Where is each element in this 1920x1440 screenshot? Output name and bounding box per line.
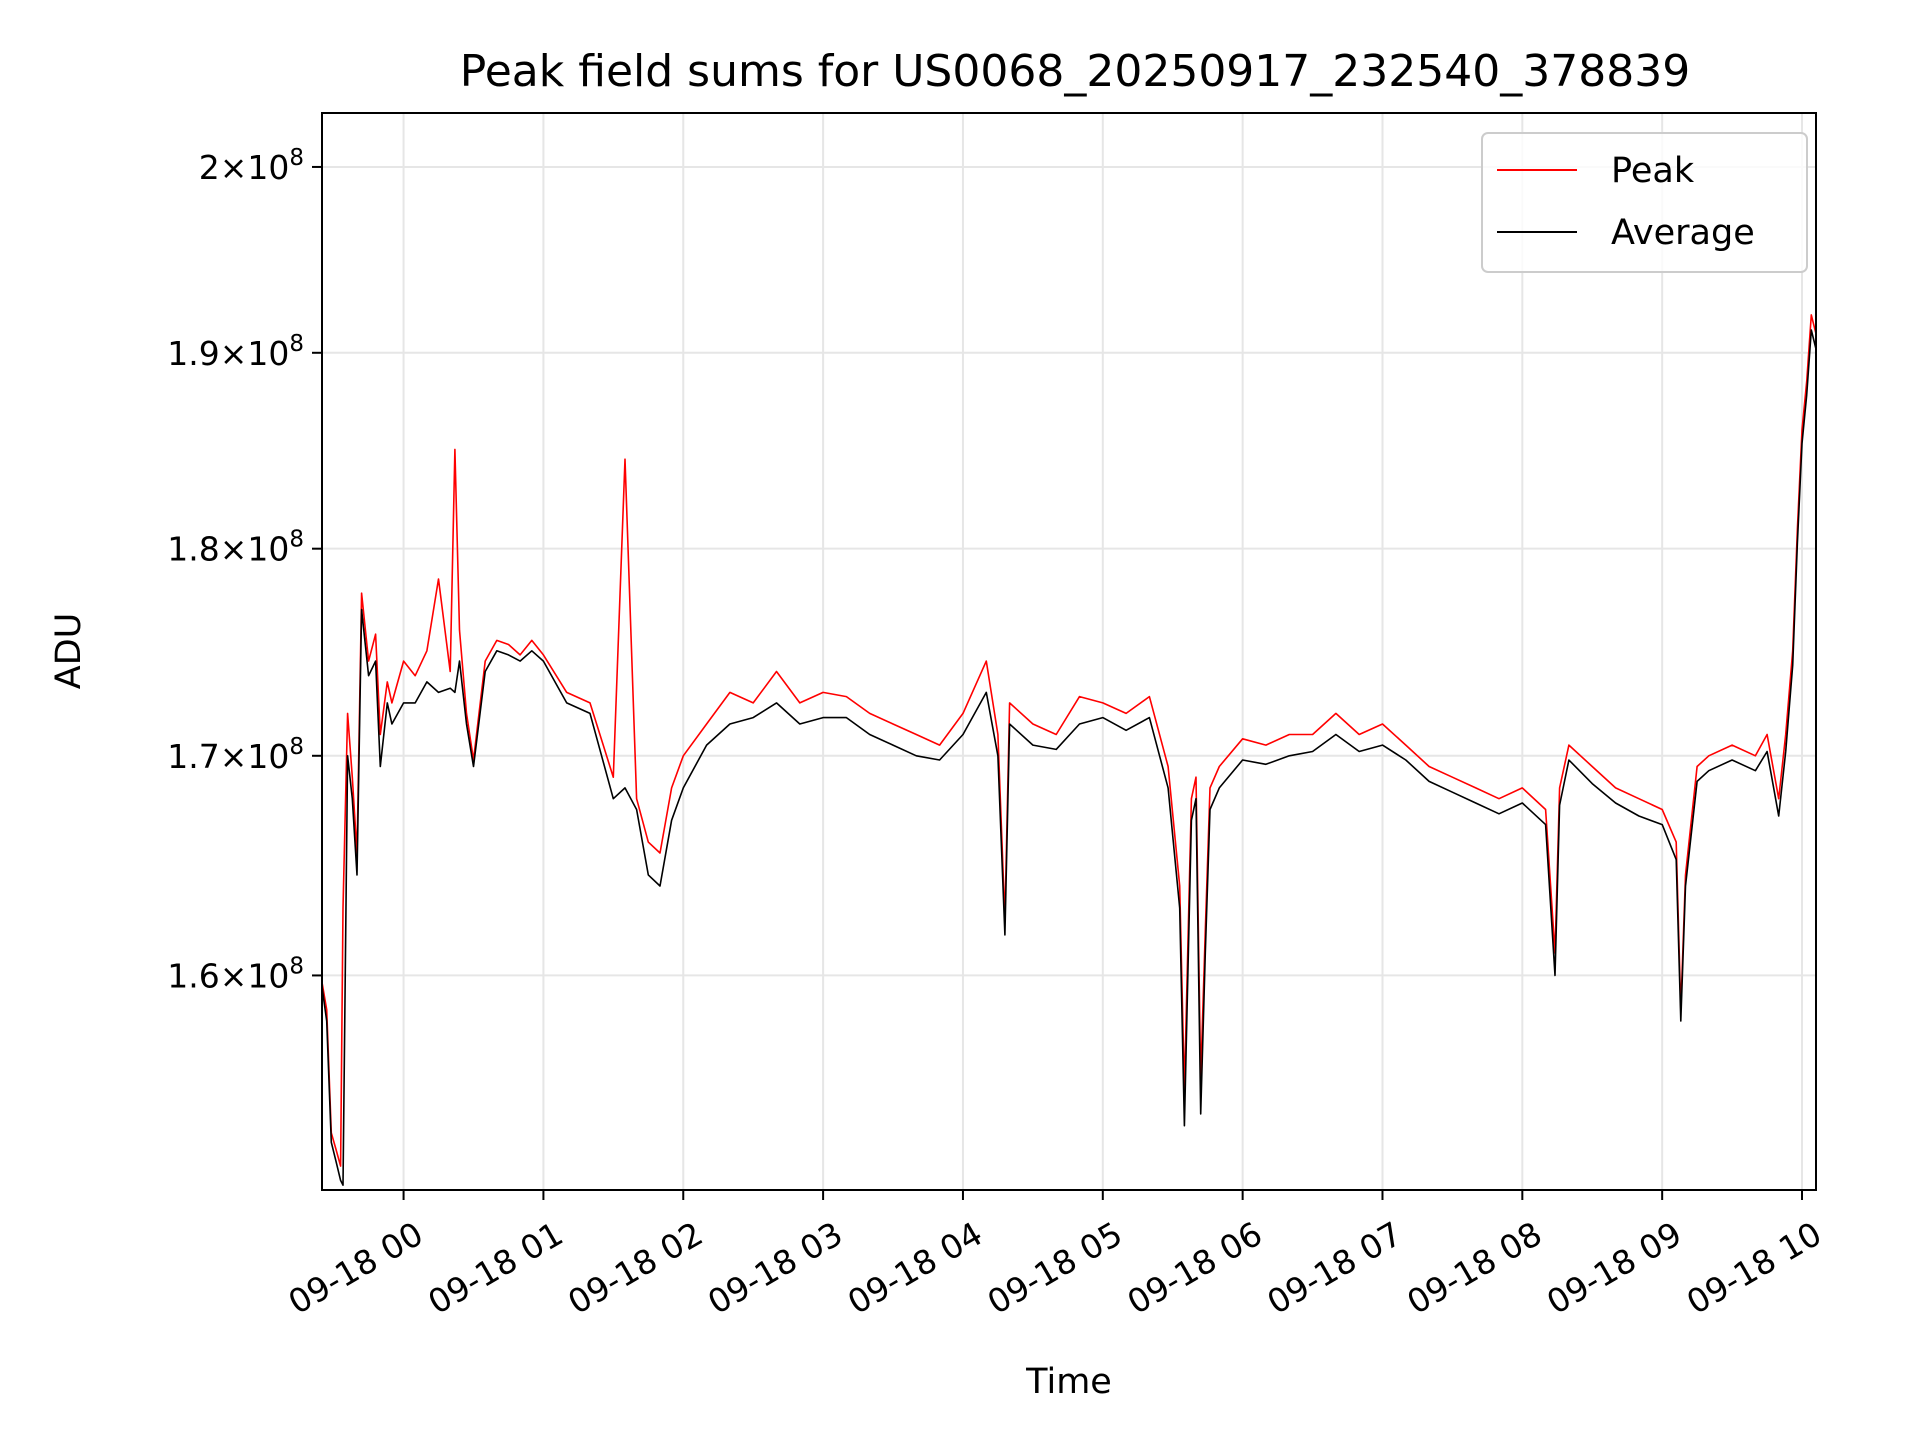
x-axis-title: Time: [1025, 1362, 1112, 1402]
grid: [322, 113, 1816, 1190]
y-tick-label: 1.7×108: [167, 734, 304, 776]
legend-frame: [1481, 132, 1808, 273]
legend: Peak Average: [1481, 132, 1808, 273]
legend-label-peak: Peak: [1611, 151, 1695, 191]
chart-title: Peak field sums for US0068_20250917_2325…: [460, 46, 1690, 97]
y-tick-label: 1.9×108: [167, 331, 304, 373]
series-line-average: [322, 329, 1816, 1186]
y-tick-label: 1.8×108: [167, 527, 304, 569]
series-layer: [322, 314, 1816, 1186]
y-tick-label: 2×108: [199, 145, 304, 187]
y-axis: 1.6×108 1.7×108 1.8×108 1.9×108 2×108: [167, 145, 322, 995]
y-tick-label: 1.6×108: [167, 953, 304, 995]
y-axis-title: ADU: [49, 613, 89, 690]
legend-label-average: Average: [1611, 213, 1755, 253]
plot-frame: [321, 112, 1817, 1191]
